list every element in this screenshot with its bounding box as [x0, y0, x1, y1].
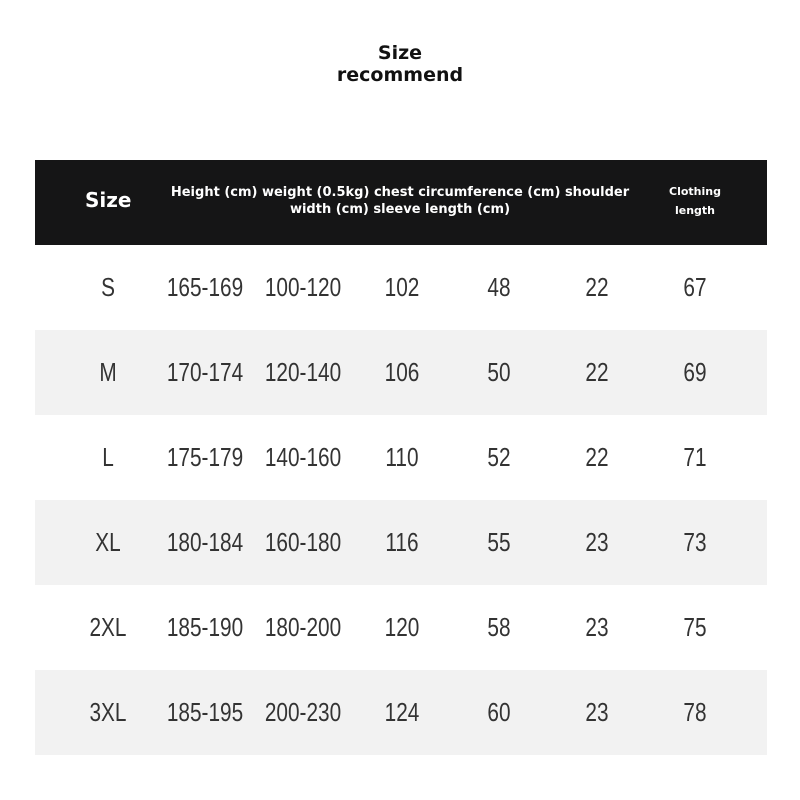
table-cell: 120 [384, 612, 420, 642]
table-cell: 22 [585, 442, 609, 472]
table-cell: 50 [487, 357, 511, 387]
table-cell: 67 [683, 272, 707, 302]
table-cell: 180-184 [166, 527, 244, 557]
table-cell: S [101, 272, 115, 302]
table-cell: 3XL [89, 697, 127, 727]
table-cell: 140-160 [264, 442, 342, 472]
table-cell: L [102, 442, 114, 472]
table-cell: M [99, 357, 117, 387]
table-cell: 23 [585, 612, 609, 642]
table-cell: 102 [384, 272, 420, 302]
table-cell: 106 [384, 357, 420, 387]
table-cell: 78 [683, 697, 707, 727]
table-cell: 185-195 [166, 697, 244, 727]
page-title: Size recommend [0, 42, 800, 86]
table-cell: 22 [585, 272, 609, 302]
table-cell: 180-200 [264, 612, 342, 642]
table-cell: 55 [487, 527, 511, 557]
table-cell: 116 [385, 527, 419, 557]
table-cell: 120-140 [264, 357, 342, 387]
header-measurements: Height (cm) weight (0.5kg) chest circumf… [170, 185, 630, 217]
title-line: Size [377, 42, 423, 64]
table-cell: 165-169 [166, 272, 244, 302]
table-cell: 23 [585, 527, 609, 557]
table-row: 2XL 185-190 180-200 120 58 23 75 [35, 585, 767, 670]
table-cell: 175-179 [166, 442, 244, 472]
table-cell: 200-230 [264, 697, 342, 727]
table-cell: 2XL [89, 612, 127, 642]
table-cell: 52 [487, 442, 511, 472]
table-cell: 22 [585, 357, 609, 387]
table-cell: XL [95, 527, 121, 557]
table-cell: 110 [385, 442, 419, 472]
table-cell: 23 [585, 697, 609, 727]
table-header: Size Height (cm) weight (0.5kg) chest ci… [35, 160, 767, 245]
table-cell: 69 [683, 357, 707, 387]
table-cell: 75 [683, 612, 707, 642]
header-clothing-length: Clothing length [669, 185, 721, 217]
table-cell: 58 [487, 612, 511, 642]
table-cell: 170-174 [166, 357, 244, 387]
table-cell: 73 [683, 527, 707, 557]
table-cell: 124 [384, 697, 420, 727]
table-row: L 175-179 140-160 110 52 22 71 [35, 415, 767, 500]
size-table: Size Height (cm) weight (0.5kg) chest ci… [35, 160, 767, 755]
table-cell: 71 [683, 442, 707, 472]
table-row: XL 180-184 160-180 116 55 23 73 [35, 500, 767, 585]
table-row: M 170-174 120-140 106 50 22 69 [35, 330, 767, 415]
table-cell: 48 [487, 272, 511, 302]
table-cell: 60 [487, 697, 511, 727]
table-cell: 185-190 [166, 612, 244, 642]
title-line: recommend [336, 64, 464, 86]
header-size: Size [85, 188, 132, 212]
table-row: S 165-169 100-120 102 48 22 67 [35, 245, 767, 330]
table-cell: 160-180 [264, 527, 342, 557]
table-cell: 100-120 [264, 272, 342, 302]
table-row: 3XL 185-195 200-230 124 60 23 78 [35, 670, 767, 755]
